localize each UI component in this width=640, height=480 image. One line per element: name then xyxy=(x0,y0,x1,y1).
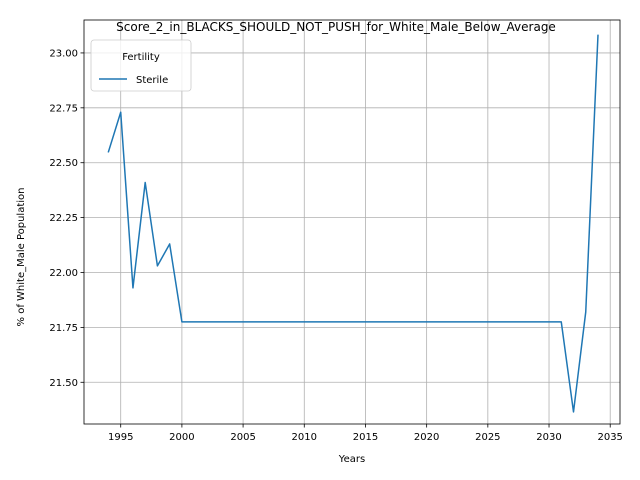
x-tick-label-2020: 2020 xyxy=(414,432,439,443)
chart-title: Score_2_in_BLACKS_SHOULD_NOT_PUSH_for_Wh… xyxy=(116,20,556,34)
x-tick-label-2015: 2015 xyxy=(353,432,378,443)
x-tick-label-2025: 2025 xyxy=(475,432,500,443)
x-tick-label-1995: 1995 xyxy=(108,432,133,443)
grid xyxy=(84,20,620,424)
x-axis: 1995 2000 2005 2010 2015 2020 2025 2030 2035 xyxy=(108,424,623,443)
x-tick-label-2030: 2030 xyxy=(536,432,561,443)
legend-label-sterile: Sterile xyxy=(136,75,168,86)
x-axis-label: Years xyxy=(338,454,365,465)
legend: Fertility Sterile xyxy=(90,39,192,92)
legend-title: Fertility xyxy=(122,52,160,63)
y-tick-label-21.50: 21.50 xyxy=(49,378,78,389)
y-axis: 21.50 21.75 22.00 22.25 22.50 22.75 23.00 xyxy=(49,48,84,389)
y-tick-label-23.00: 23.00 xyxy=(49,48,78,59)
y-tick-label-22.00: 22.00 xyxy=(49,268,78,279)
x-tick-label-2035: 2035 xyxy=(597,432,622,443)
y-tick-label-22.75: 22.75 xyxy=(49,103,78,114)
x-tick-label-2005: 2005 xyxy=(230,432,255,443)
plot-frame xyxy=(83,19,621,425)
x-tick-label-2000: 2000 xyxy=(169,432,194,443)
x-tick-label-2010: 2010 xyxy=(292,432,317,443)
y-axis-label: % of White_Male Population xyxy=(16,188,27,327)
y-tick-label-22.50: 22.50 xyxy=(49,158,78,169)
y-tick-label-21.75: 21.75 xyxy=(49,323,78,334)
series-layer xyxy=(107,34,599,413)
series-line-sterile xyxy=(107,34,599,413)
y-tick-label-22.25: 22.25 xyxy=(49,213,78,224)
